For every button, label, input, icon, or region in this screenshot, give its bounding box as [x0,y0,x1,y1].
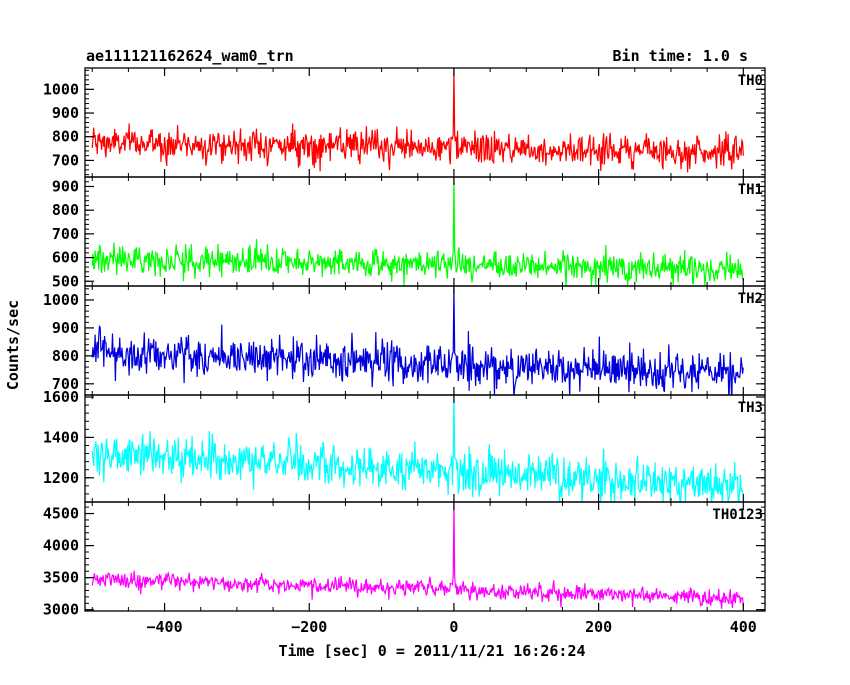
y-tick-label: 1200 [43,469,79,487]
panel-label-th2: TH2 [738,291,763,307]
y-tick-label: 900 [52,177,79,195]
series-line-th3 [91,395,744,502]
y-tick-label: 4000 [43,537,79,555]
x-tick-label: 400 [730,618,757,636]
y-tick-label: 900 [52,319,79,337]
y-tick-label: 700 [52,375,79,393]
series-line-th1 [91,177,744,286]
x-tick-label: −400 [147,618,183,636]
y-tick-label: 3500 [43,569,79,587]
y-tick-label: 1400 [43,428,79,446]
panel-th0123: 3000 3500 4000 4500 TH0123 [43,501,766,619]
y-tick-label: 1000 [43,80,79,98]
y-tick-label: 800 [52,347,79,365]
y-tick-label: 3000 [43,601,79,619]
y-tick-label: 700 [52,151,79,169]
y-tick-label: 1600 [43,388,79,406]
panel-label-th1: TH1 [738,182,763,198]
panel-th0: 700 800 900 1000 TH0 [43,67,766,178]
panel-label-th3: TH3 [738,400,763,416]
panel-label-th0123: TH0123 [712,507,763,523]
y-tick-label: 900 [52,104,79,122]
y-tick-label: 500 [52,272,79,290]
panel-th3: 1200 1400 1600 TH3 [43,388,766,503]
y-tick-label: 600 [52,249,79,267]
panel-th2: 700 800 900 1000 TH2 [43,285,766,396]
x-tick-label: 0 [449,618,458,636]
series-line-th0 [91,68,744,173]
x-tick-label: 200 [585,618,612,636]
x-tick-label: −200 [291,618,327,636]
y-tick-label: 800 [52,201,79,219]
series-line-th0123 [91,502,744,609]
y-tick-label: 1000 [43,291,79,309]
y-tick-label: 700 [52,225,79,243]
panel-th1: 500 600 700 800 900 TH1 [52,176,766,290]
panels-group: 700 800 900 1000 TH0 500 600 700 800 900 TH1 700 800… [43,67,766,636]
y-tick-label: 4500 [43,505,79,523]
chart-title: ae111121162624_wam0_trn [86,47,294,65]
bin-time-label: Bin time: 1.0 s [613,47,748,65]
series-line-th2 [91,286,744,395]
y-tick-label: 800 [52,128,79,146]
x-axis-label: Time [sec] 0 = 2011/11/21 16:26:24 [278,642,585,660]
panel-frame [84,501,766,612]
y-axis-label: Counts/sec [4,300,22,390]
panel-label-th0: TH0 [738,73,763,89]
